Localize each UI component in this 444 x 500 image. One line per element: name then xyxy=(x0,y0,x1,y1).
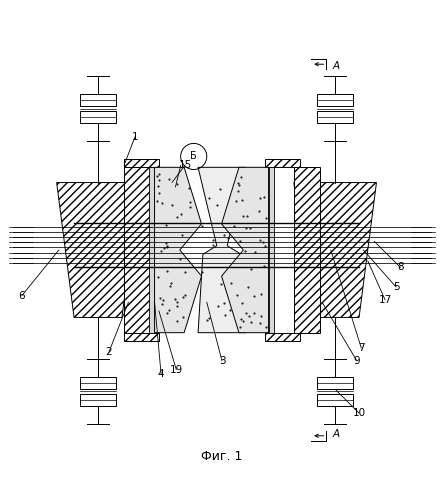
Text: 4: 4 xyxy=(158,369,164,379)
Text: 10: 10 xyxy=(353,408,365,418)
Bar xyxy=(124,168,150,332)
Bar xyxy=(269,168,274,332)
Text: 6: 6 xyxy=(19,290,25,300)
Text: 7: 7 xyxy=(358,343,365,353)
Text: Фиг. 1: Фиг. 1 xyxy=(201,450,243,463)
Text: 3: 3 xyxy=(219,356,225,366)
Polygon shape xyxy=(57,182,139,318)
Bar xyxy=(317,394,353,406)
Bar xyxy=(80,111,116,124)
Bar xyxy=(149,168,155,332)
Bar xyxy=(294,168,320,332)
Bar xyxy=(124,332,159,340)
Text: 1: 1 xyxy=(132,132,138,142)
Text: Б: Б xyxy=(190,152,197,162)
Text: 2: 2 xyxy=(106,348,112,358)
Bar xyxy=(317,111,353,124)
Bar xyxy=(265,160,300,168)
Text: 5: 5 xyxy=(393,282,399,292)
Bar xyxy=(80,94,116,106)
Bar xyxy=(124,160,159,168)
Polygon shape xyxy=(155,168,202,332)
Text: 19: 19 xyxy=(170,364,183,374)
Bar xyxy=(317,94,353,106)
Polygon shape xyxy=(198,168,246,332)
Text: 8: 8 xyxy=(397,262,404,272)
Polygon shape xyxy=(294,182,377,318)
Bar xyxy=(265,332,300,340)
Bar xyxy=(80,394,116,406)
Text: А: А xyxy=(333,61,340,71)
Text: А: А xyxy=(333,429,340,439)
Bar xyxy=(317,376,353,389)
Bar xyxy=(80,376,116,389)
Text: 15: 15 xyxy=(178,160,192,170)
Polygon shape xyxy=(222,168,269,332)
Text: 17: 17 xyxy=(379,295,392,305)
Text: 9: 9 xyxy=(353,356,360,366)
